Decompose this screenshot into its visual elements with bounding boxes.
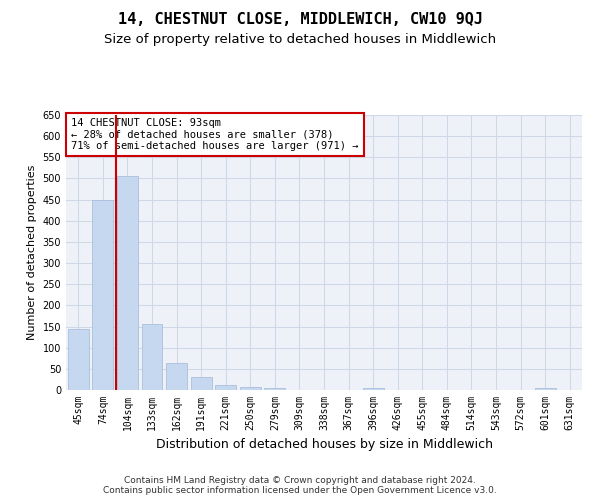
Bar <box>240 387 261 390</box>
X-axis label: Distribution of detached houses by size in Middlewich: Distribution of detached houses by size … <box>155 438 493 452</box>
Bar <box>265 388 286 390</box>
Text: 14 CHESTNUT CLOSE: 93sqm
← 28% of detached houses are smaller (378)
71% of semi-: 14 CHESTNUT CLOSE: 93sqm ← 28% of detach… <box>71 118 359 151</box>
Bar <box>215 385 236 390</box>
Text: Size of property relative to detached houses in Middlewich: Size of property relative to detached ho… <box>104 32 496 46</box>
Y-axis label: Number of detached properties: Number of detached properties <box>27 165 37 340</box>
Bar <box>117 176 138 390</box>
Bar <box>166 362 187 390</box>
Bar <box>68 328 89 390</box>
Bar <box>191 378 212 390</box>
Bar <box>535 388 556 390</box>
Bar <box>362 388 383 390</box>
Text: 14, CHESTNUT CLOSE, MIDDLEWICH, CW10 9QJ: 14, CHESTNUT CLOSE, MIDDLEWICH, CW10 9QJ <box>118 12 482 28</box>
Text: Contains HM Land Registry data © Crown copyright and database right 2024.
Contai: Contains HM Land Registry data © Crown c… <box>103 476 497 495</box>
Bar <box>142 324 163 390</box>
Bar <box>92 200 113 390</box>
